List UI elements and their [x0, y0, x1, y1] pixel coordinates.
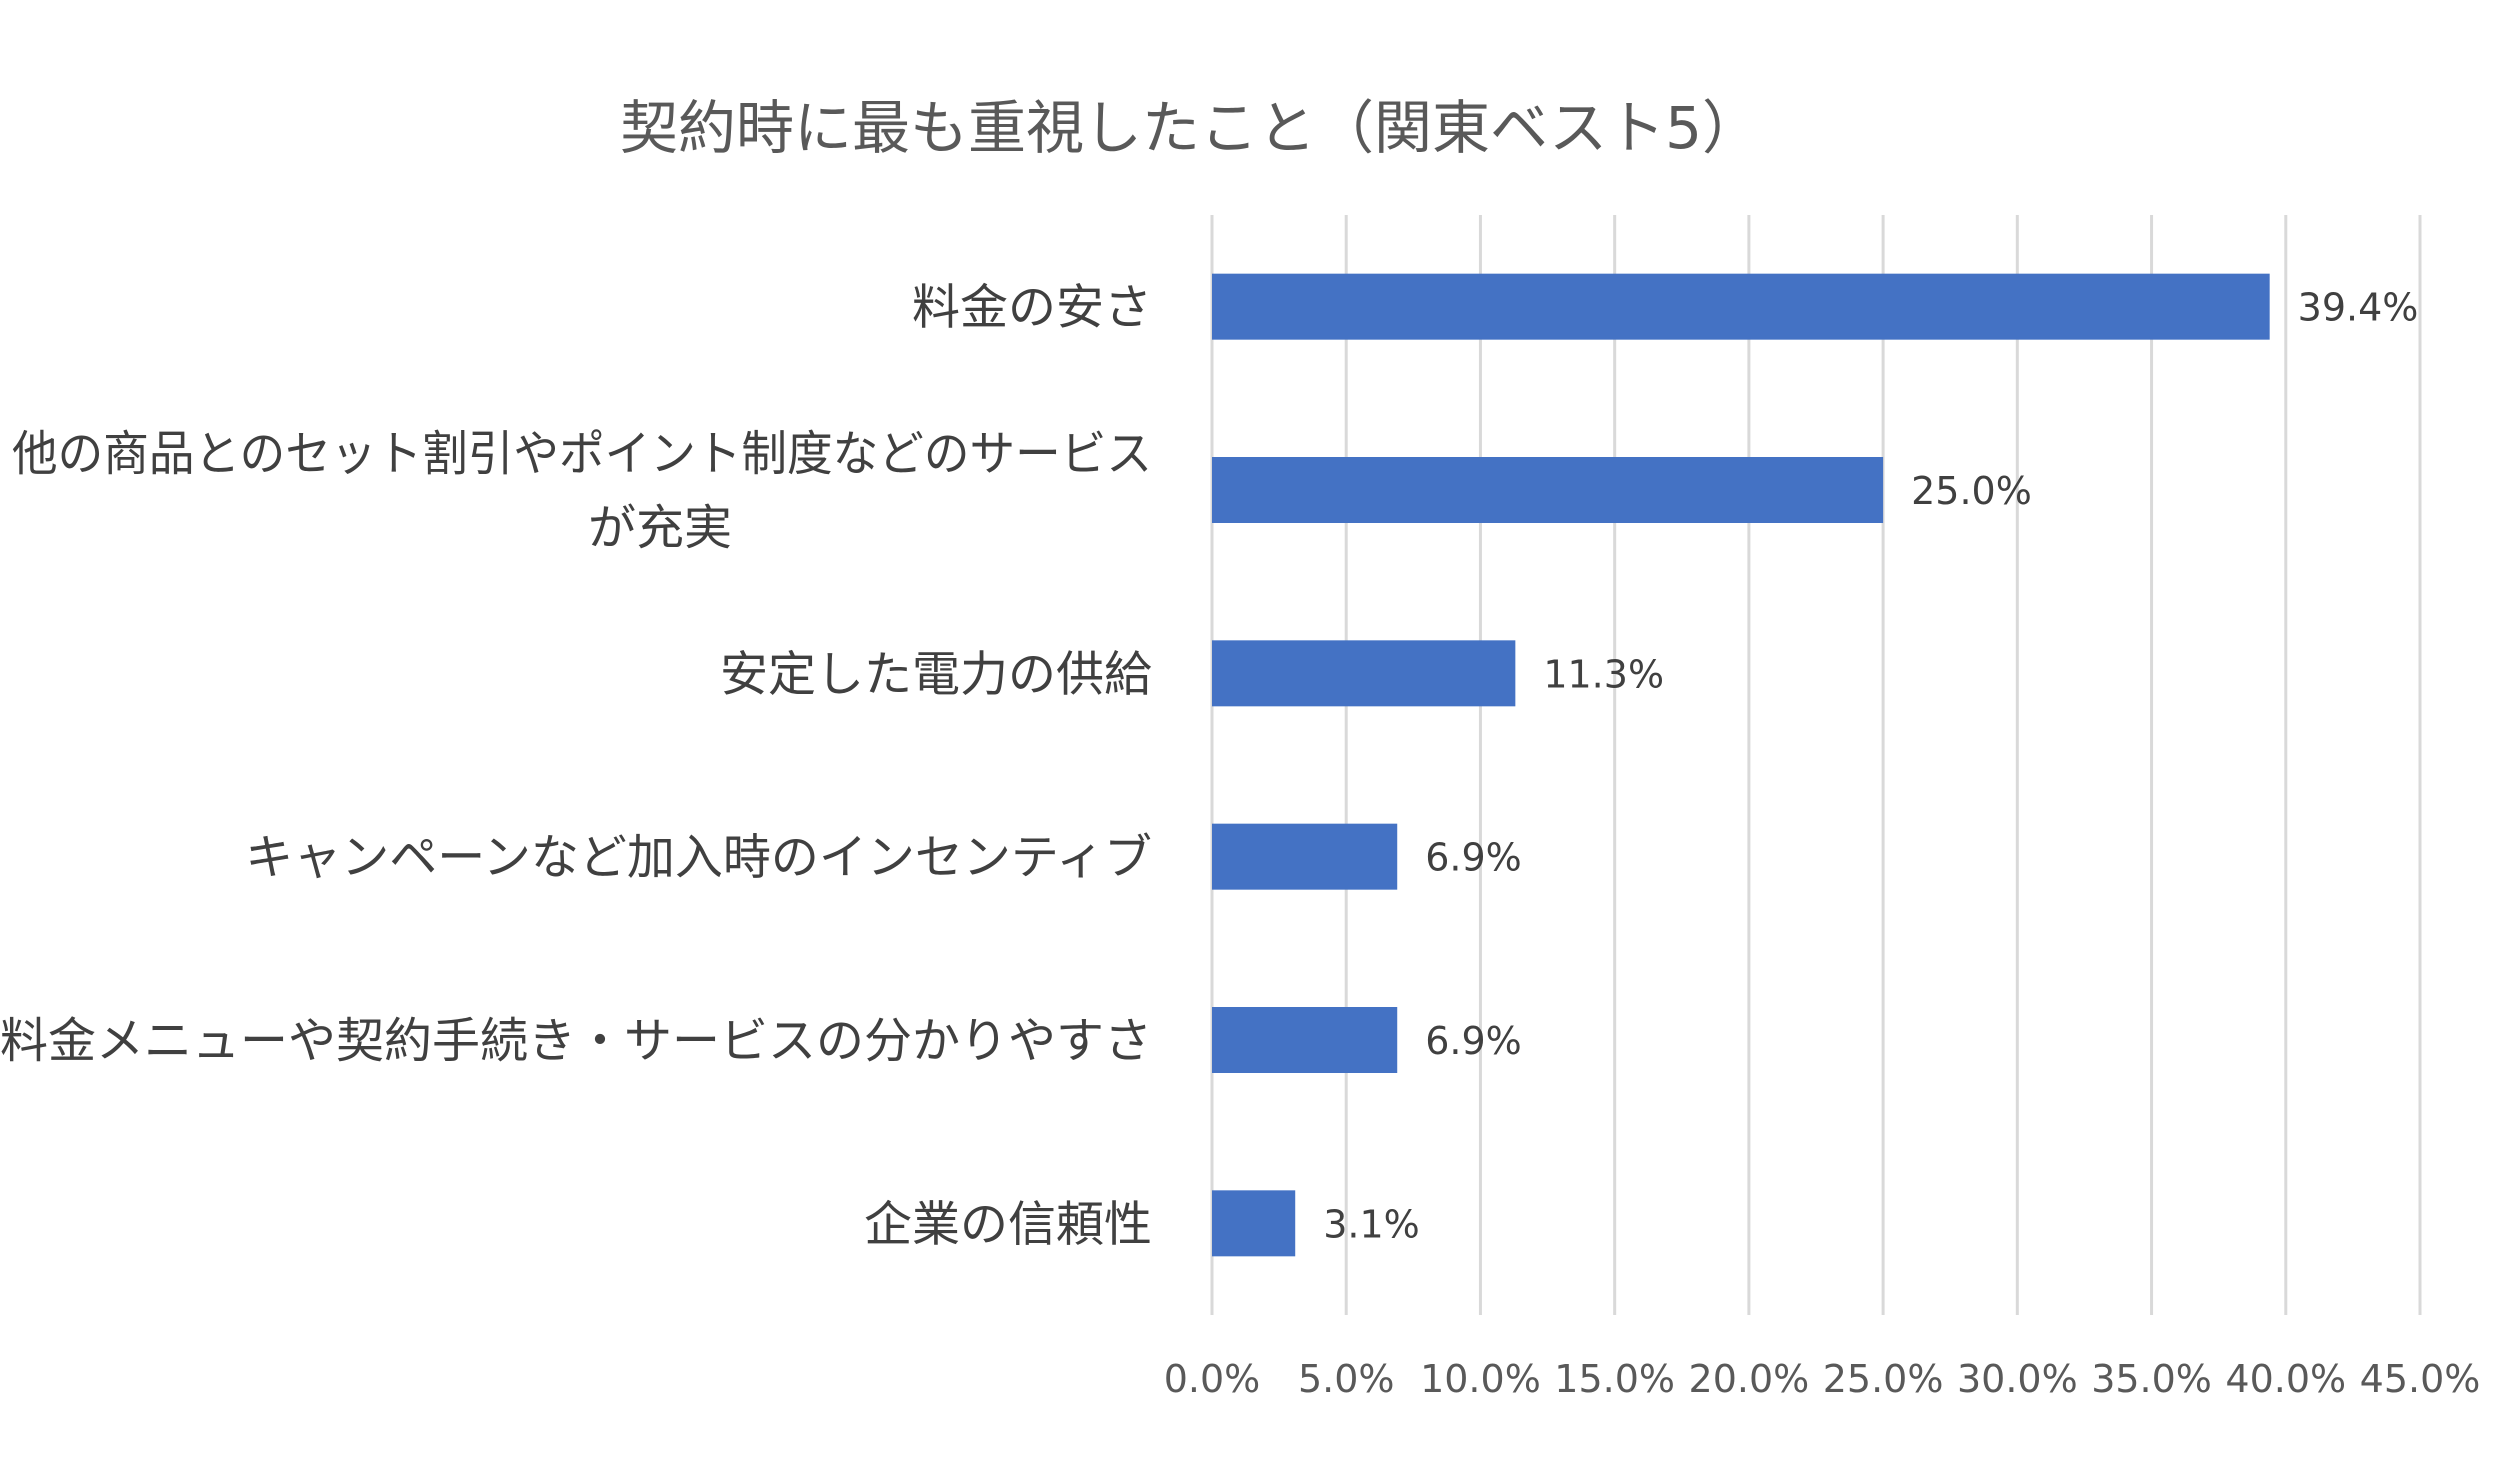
category-label: 料金の安さ: [912, 280, 1152, 336]
data-labels: 39.4% 25.0% 11.3% 6.9% 6.9% 3.1%: [1323, 286, 2418, 1247]
bar-data-label: 3.1%: [1323, 1202, 1420, 1246]
category-label: 企業の信頼性: [864, 1196, 1152, 1252]
category-labels: 料金の安さ他の商品とのセット割引やポイント制度などのサービスが充実安定した電力の…: [0, 280, 1152, 1253]
category-label: キャンペーンなど加入時のインセンティブ: [245, 830, 1152, 886]
bar-data-label: 39.4%: [2298, 286, 2419, 330]
x-tick-label: 10.0%: [1420, 1357, 1541, 1401]
gridlines: [1210, 215, 2422, 1315]
x-tick-label: 30.0%: [1957, 1357, 2078, 1401]
bar: [1212, 457, 1884, 523]
bar: [1212, 273, 2270, 340]
bars: [1212, 273, 2270, 1257]
bar: [1212, 640, 1516, 707]
bar-data-label: 11.3%: [1543, 652, 1664, 696]
chart-title: 契約時に最も重視したこと（関東ベスト5）: [620, 94, 1760, 162]
bar-data-label: 6.9%: [1425, 1019, 1522, 1063]
bar-data-label: 25.0%: [1911, 469, 2032, 513]
x-tick-label: 45.0%: [2360, 1357, 2481, 1401]
category-label: 安定した電力の供給: [720, 646, 1152, 702]
x-axis-tick-labels: 0.0% 5.0% 10.0% 15.0% 20.0% 25.0% 30.0% 35.0% 40…: [1164, 1357, 2481, 1401]
category-label: 料金メニューや契約手続き・サービスの分かりやすさ: [0, 1013, 1152, 1069]
x-tick-label: 40.0%: [2225, 1357, 2346, 1401]
bar: [1212, 1007, 1398, 1073]
x-tick-label: 0.0%: [1164, 1357, 1261, 1401]
category-label: 他の商品とのセット割引やポイント制度などのサービス: [12, 426, 1152, 482]
x-tick-label: 15.0%: [1554, 1357, 1675, 1401]
bar: [1212, 1190, 1296, 1257]
x-tick-label: 35.0%: [2091, 1357, 2212, 1401]
bar-data-label: 6.9%: [1425, 836, 1522, 880]
x-tick-label: 20.0%: [1689, 1357, 1810, 1401]
x-tick-label: 5.0%: [1298, 1357, 1395, 1401]
bar: [1212, 823, 1398, 890]
category-label: が充実: [588, 500, 732, 556]
x-tick-label: 25.0%: [1823, 1357, 1944, 1401]
